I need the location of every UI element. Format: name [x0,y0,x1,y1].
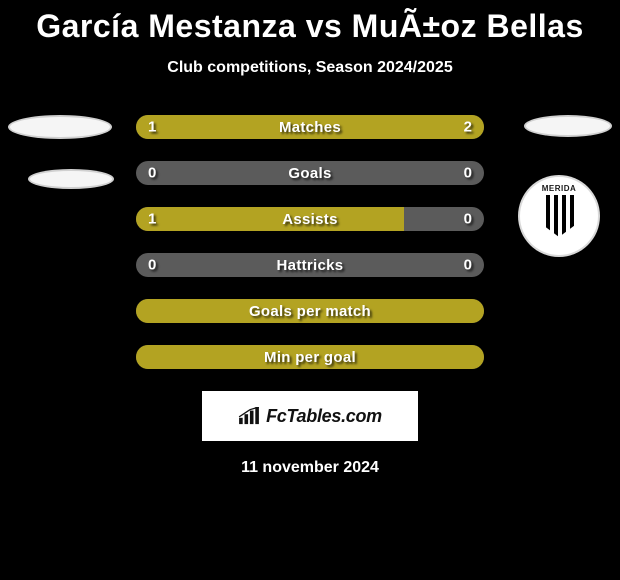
team-badge-right-2: MERIDA [518,175,600,257]
stat-label: Assists [282,211,337,228]
stat-value-right: 0 [464,165,472,182]
comparison-chart: MERIDA 1 2 Matches 0 0 Goals 1 0 Assists 0 0 Hattri… [0,115,620,369]
stat-row: 0 0 Goals [136,161,484,185]
branding-text: FcTables.com [266,406,382,427]
badge-team-name: MERIDA [542,184,577,193]
team-badge-right-1 [524,115,612,137]
stat-row: Min per goal [136,345,484,369]
team-badge-left-1 [8,115,112,139]
branding-banner: FcTables.com [202,391,418,441]
chart-icon [238,407,260,425]
stat-value-right: 0 [464,211,472,228]
stat-value-left: 1 [148,119,156,136]
page-subtitle: Club competitions, Season 2024/2025 [0,59,620,77]
stat-row: 1 2 Matches [136,115,484,139]
stat-value-right: 0 [464,257,472,274]
shield-icon [542,195,576,237]
stat-value-left: 0 [148,257,156,274]
stat-row: Goals per match [136,299,484,323]
stat-value-right: 2 [464,119,472,136]
stat-row: 1 0 Assists [136,207,484,231]
team-badge-left-2 [28,169,114,189]
stat-label: Min per goal [264,349,356,366]
stat-value-left: 0 [148,165,156,182]
stat-label: Goals per match [249,303,371,320]
page-title: García Mestanza vs MuÃ±oz Bellas [0,0,620,45]
stat-rows: 1 2 Matches 0 0 Goals 1 0 Assists 0 0 Hattricks Goal… [136,115,484,369]
stat-value-left: 1 [148,211,156,228]
bar-fill-left [136,207,404,231]
date-label: 11 november 2024 [0,459,620,477]
stat-label: Matches [279,119,341,136]
stat-row: 0 0 Hattricks [136,253,484,277]
stat-label: Goals [288,165,331,182]
stat-label: Hattricks [277,257,344,274]
